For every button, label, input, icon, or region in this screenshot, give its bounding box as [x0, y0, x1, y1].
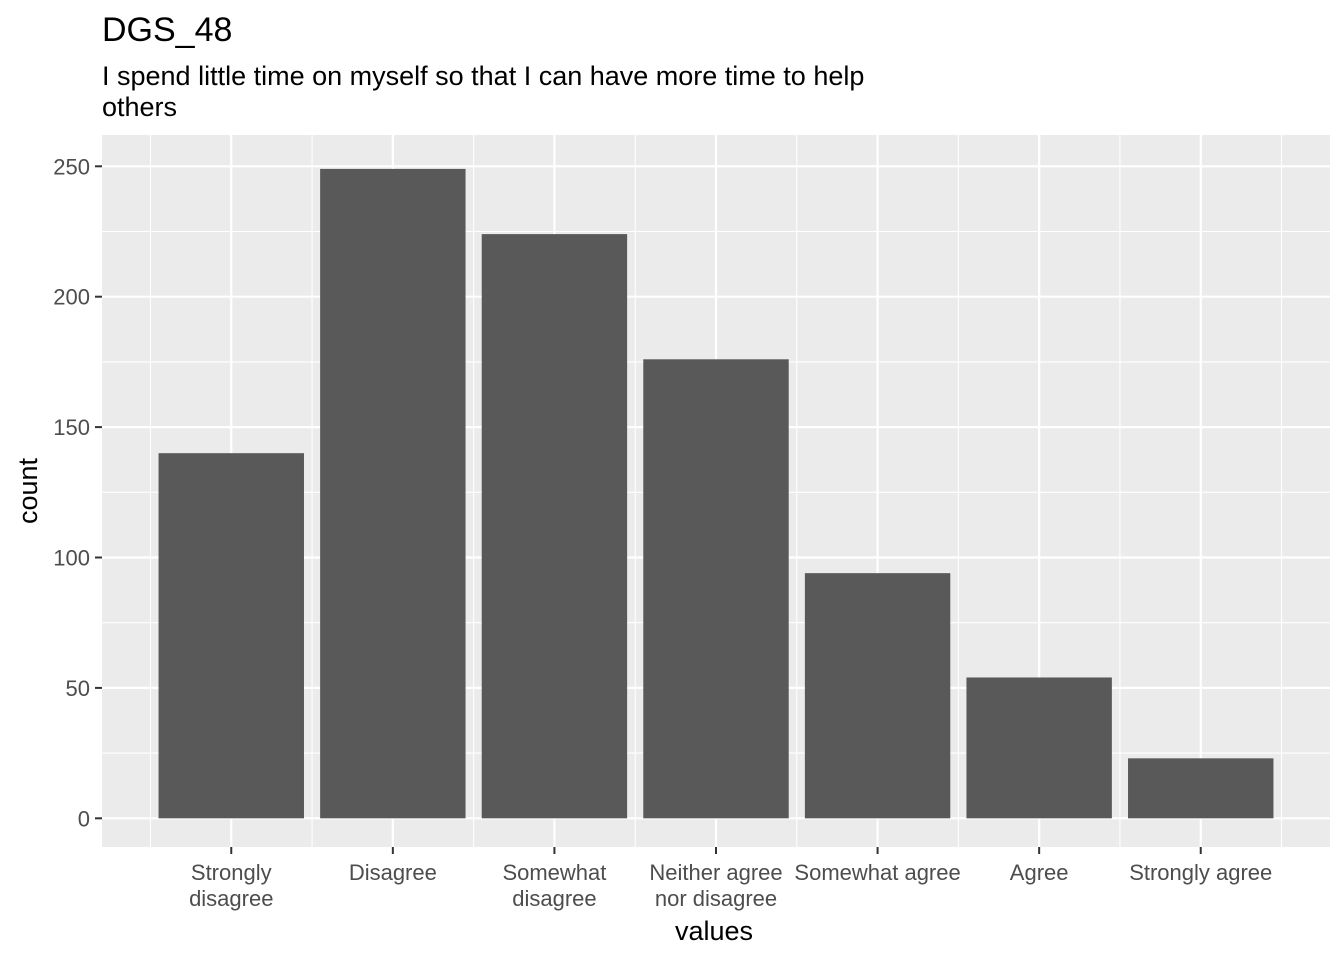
x-axis: Strongly disagree Disagree Somewhat disagree… — [189, 847, 1272, 911]
y-tick-label: 0 — [78, 806, 90, 831]
y-tick-label: 100 — [53, 546, 90, 571]
bar — [966, 677, 1112, 819]
x-tick-label: Somewhat agree — [794, 860, 960, 885]
y-axis: 0 50 100 150 200 250 — [53, 154, 102, 831]
chart-subtitle-line-2: others — [102, 92, 177, 122]
x-tick-label: Strongly agree — [1129, 860, 1272, 885]
x-tick-label: Neither agree nor disagree — [649, 860, 782, 911]
bar — [158, 453, 304, 819]
x-axis-title: values — [675, 916, 753, 946]
y-axis-title: count — [13, 457, 43, 524]
chart-title: DGS_48 — [102, 11, 232, 49]
bar — [804, 573, 951, 819]
y-tick-label: 200 — [53, 285, 90, 310]
y-tick-label: 250 — [53, 154, 90, 179]
y-tick-label: 50 — [66, 676, 90, 701]
x-tick-label: Somewhat disagree — [502, 860, 606, 911]
x-tick-label: Strongly disagree — [189, 860, 273, 911]
bar — [1128, 758, 1274, 819]
bar — [643, 359, 789, 819]
y-tick-label: 150 — [53, 415, 90, 440]
x-tick-label: Disagree — [349, 860, 437, 885]
bars — [158, 168, 1274, 819]
bar — [320, 168, 466, 819]
bar — [481, 234, 628, 819]
x-tick-label: Agree — [1010, 860, 1069, 885]
chart-subtitle-line-1: I spend little time on myself so that I … — [102, 61, 864, 91]
